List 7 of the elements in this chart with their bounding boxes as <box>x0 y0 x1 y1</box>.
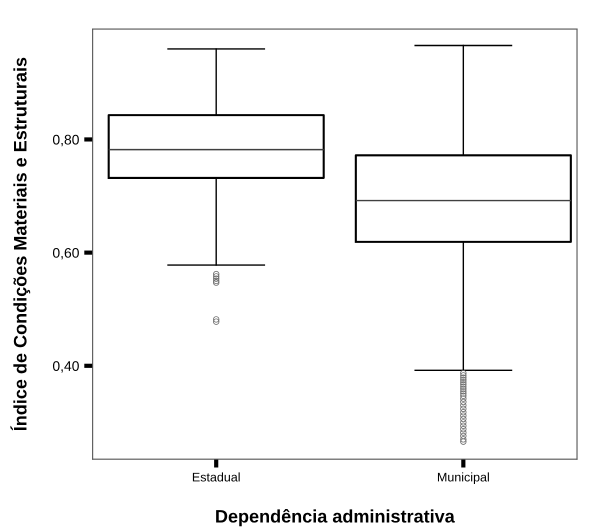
x-tick-label: Estadual <box>192 472 240 482</box>
y-tick-label: 0,80 <box>52 134 79 146</box>
y-axis-title: Índice de Condições Materiais e Estruturais <box>10 58 30 430</box>
y-tick-label: 0,60 <box>52 248 79 260</box>
x-tick-label: Municipal <box>438 472 489 484</box>
y-tick-label: 0,40 <box>52 361 79 373</box>
x-axis-title: Dependência administrativa <box>216 509 455 526</box>
